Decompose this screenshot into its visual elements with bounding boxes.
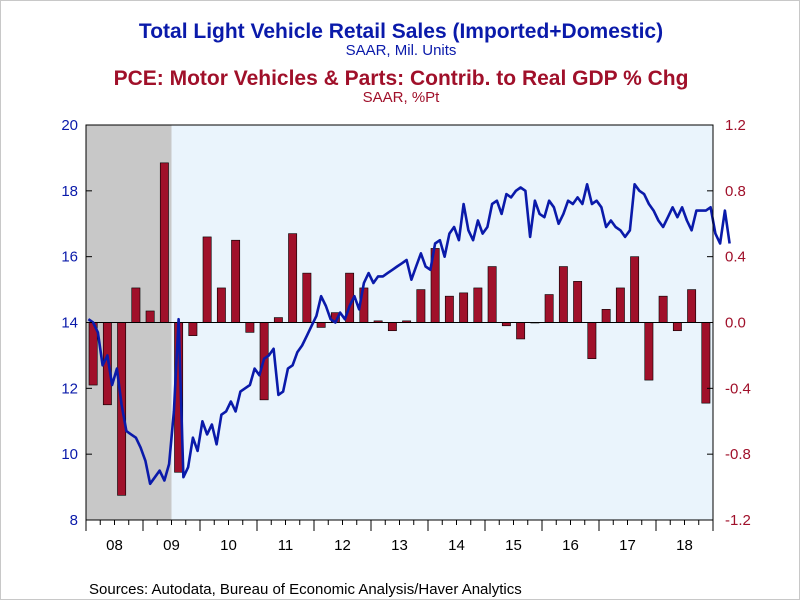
pce-bar xyxy=(387,322,397,332)
x-tick-label: 12 xyxy=(334,537,351,554)
left-axis: 20 18 16 14 12 10 8 xyxy=(61,117,92,529)
right-tick-label: 0.0 xyxy=(725,315,746,332)
right-tick-label: 0.8 xyxy=(725,183,746,200)
pce-bar xyxy=(202,236,212,323)
left-tick-label: 12 xyxy=(61,380,78,397)
right-tick-label: -0.8 xyxy=(725,446,751,463)
right-tick-label: -1.2 xyxy=(725,512,751,529)
x-tick-label: 08 xyxy=(106,537,123,554)
pce-bar xyxy=(587,322,597,360)
pce-bar xyxy=(473,287,483,323)
pce-bar xyxy=(630,256,640,323)
pce-bar xyxy=(145,310,155,323)
x-tick-label: 15 xyxy=(505,537,522,554)
left-tick-label: 8 xyxy=(70,512,78,529)
x-tick-label: 16 xyxy=(562,537,579,554)
x-tick-label: 14 xyxy=(448,537,465,554)
pce-bar xyxy=(416,289,426,323)
x-tick-label: 18 xyxy=(676,537,693,554)
left-tick-label: 18 xyxy=(61,183,78,200)
right-tick-label: 1.2 xyxy=(725,117,746,134)
pce-bar xyxy=(701,322,711,404)
pce-bar xyxy=(273,317,283,323)
pce-bar xyxy=(573,281,583,323)
pce-bar xyxy=(558,266,568,323)
pce-bar xyxy=(459,292,469,323)
pce-bar xyxy=(544,294,554,323)
left-tick-label: 14 xyxy=(61,315,78,332)
pce-bar xyxy=(288,233,298,323)
pce-bar xyxy=(216,287,226,323)
x-tick-label: 11 xyxy=(278,537,294,554)
pce-bar xyxy=(316,322,326,328)
pce-bar xyxy=(644,322,654,381)
left-tick-label: 16 xyxy=(61,249,78,266)
chart-titles: Total Light Vehicle Retail Sales (Import… xyxy=(114,20,689,106)
chart-subtitle-sales: SAAR, Mil. Units xyxy=(346,42,457,59)
right-tick-label: 0.4 xyxy=(725,249,746,266)
x-tick-label: 10 xyxy=(220,537,237,554)
chart-title-sales: Total Light Vehicle Retail Sales (Import… xyxy=(139,20,663,43)
pce-bar xyxy=(487,266,497,323)
source-note: Sources: Autodata, Bureau of Economic An… xyxy=(89,581,522,598)
pce-bar xyxy=(516,322,526,340)
pce-bar xyxy=(131,287,141,323)
pce-bar xyxy=(658,295,668,323)
sales-line xyxy=(87,183,731,486)
chart-subtitle-pce: SAAR, %Pt xyxy=(363,89,441,106)
pce-bar xyxy=(302,272,312,323)
pce-bar xyxy=(231,239,241,323)
pce-bar xyxy=(188,322,198,336)
pce-bar xyxy=(444,295,454,323)
right-tick-label: -0.4 xyxy=(725,380,751,397)
pce-bar xyxy=(88,322,98,386)
pce-bar xyxy=(601,309,611,323)
x-tick-label: 17 xyxy=(619,537,636,554)
pce-bar xyxy=(672,322,682,332)
x-tick-label: 09 xyxy=(163,537,180,554)
right-axis: 1.2 0.8 0.4 0.0 -0.4 -0.8 -1.2 xyxy=(707,117,751,529)
pce-bar xyxy=(245,322,255,333)
pce-bar xyxy=(687,289,697,323)
chart-title-pce: PCE: Motor Vehicles & Parts: Contrib. to… xyxy=(114,67,689,90)
left-tick-label: 10 xyxy=(61,446,78,463)
x-tick-label: 13 xyxy=(391,537,408,554)
pce-bar xyxy=(159,162,169,323)
x-axis: 08 09 10 11 12 13 14 15 16 17 18 xyxy=(85,520,714,554)
pce-bar xyxy=(615,287,625,323)
left-tick-label: 20 xyxy=(61,117,78,134)
